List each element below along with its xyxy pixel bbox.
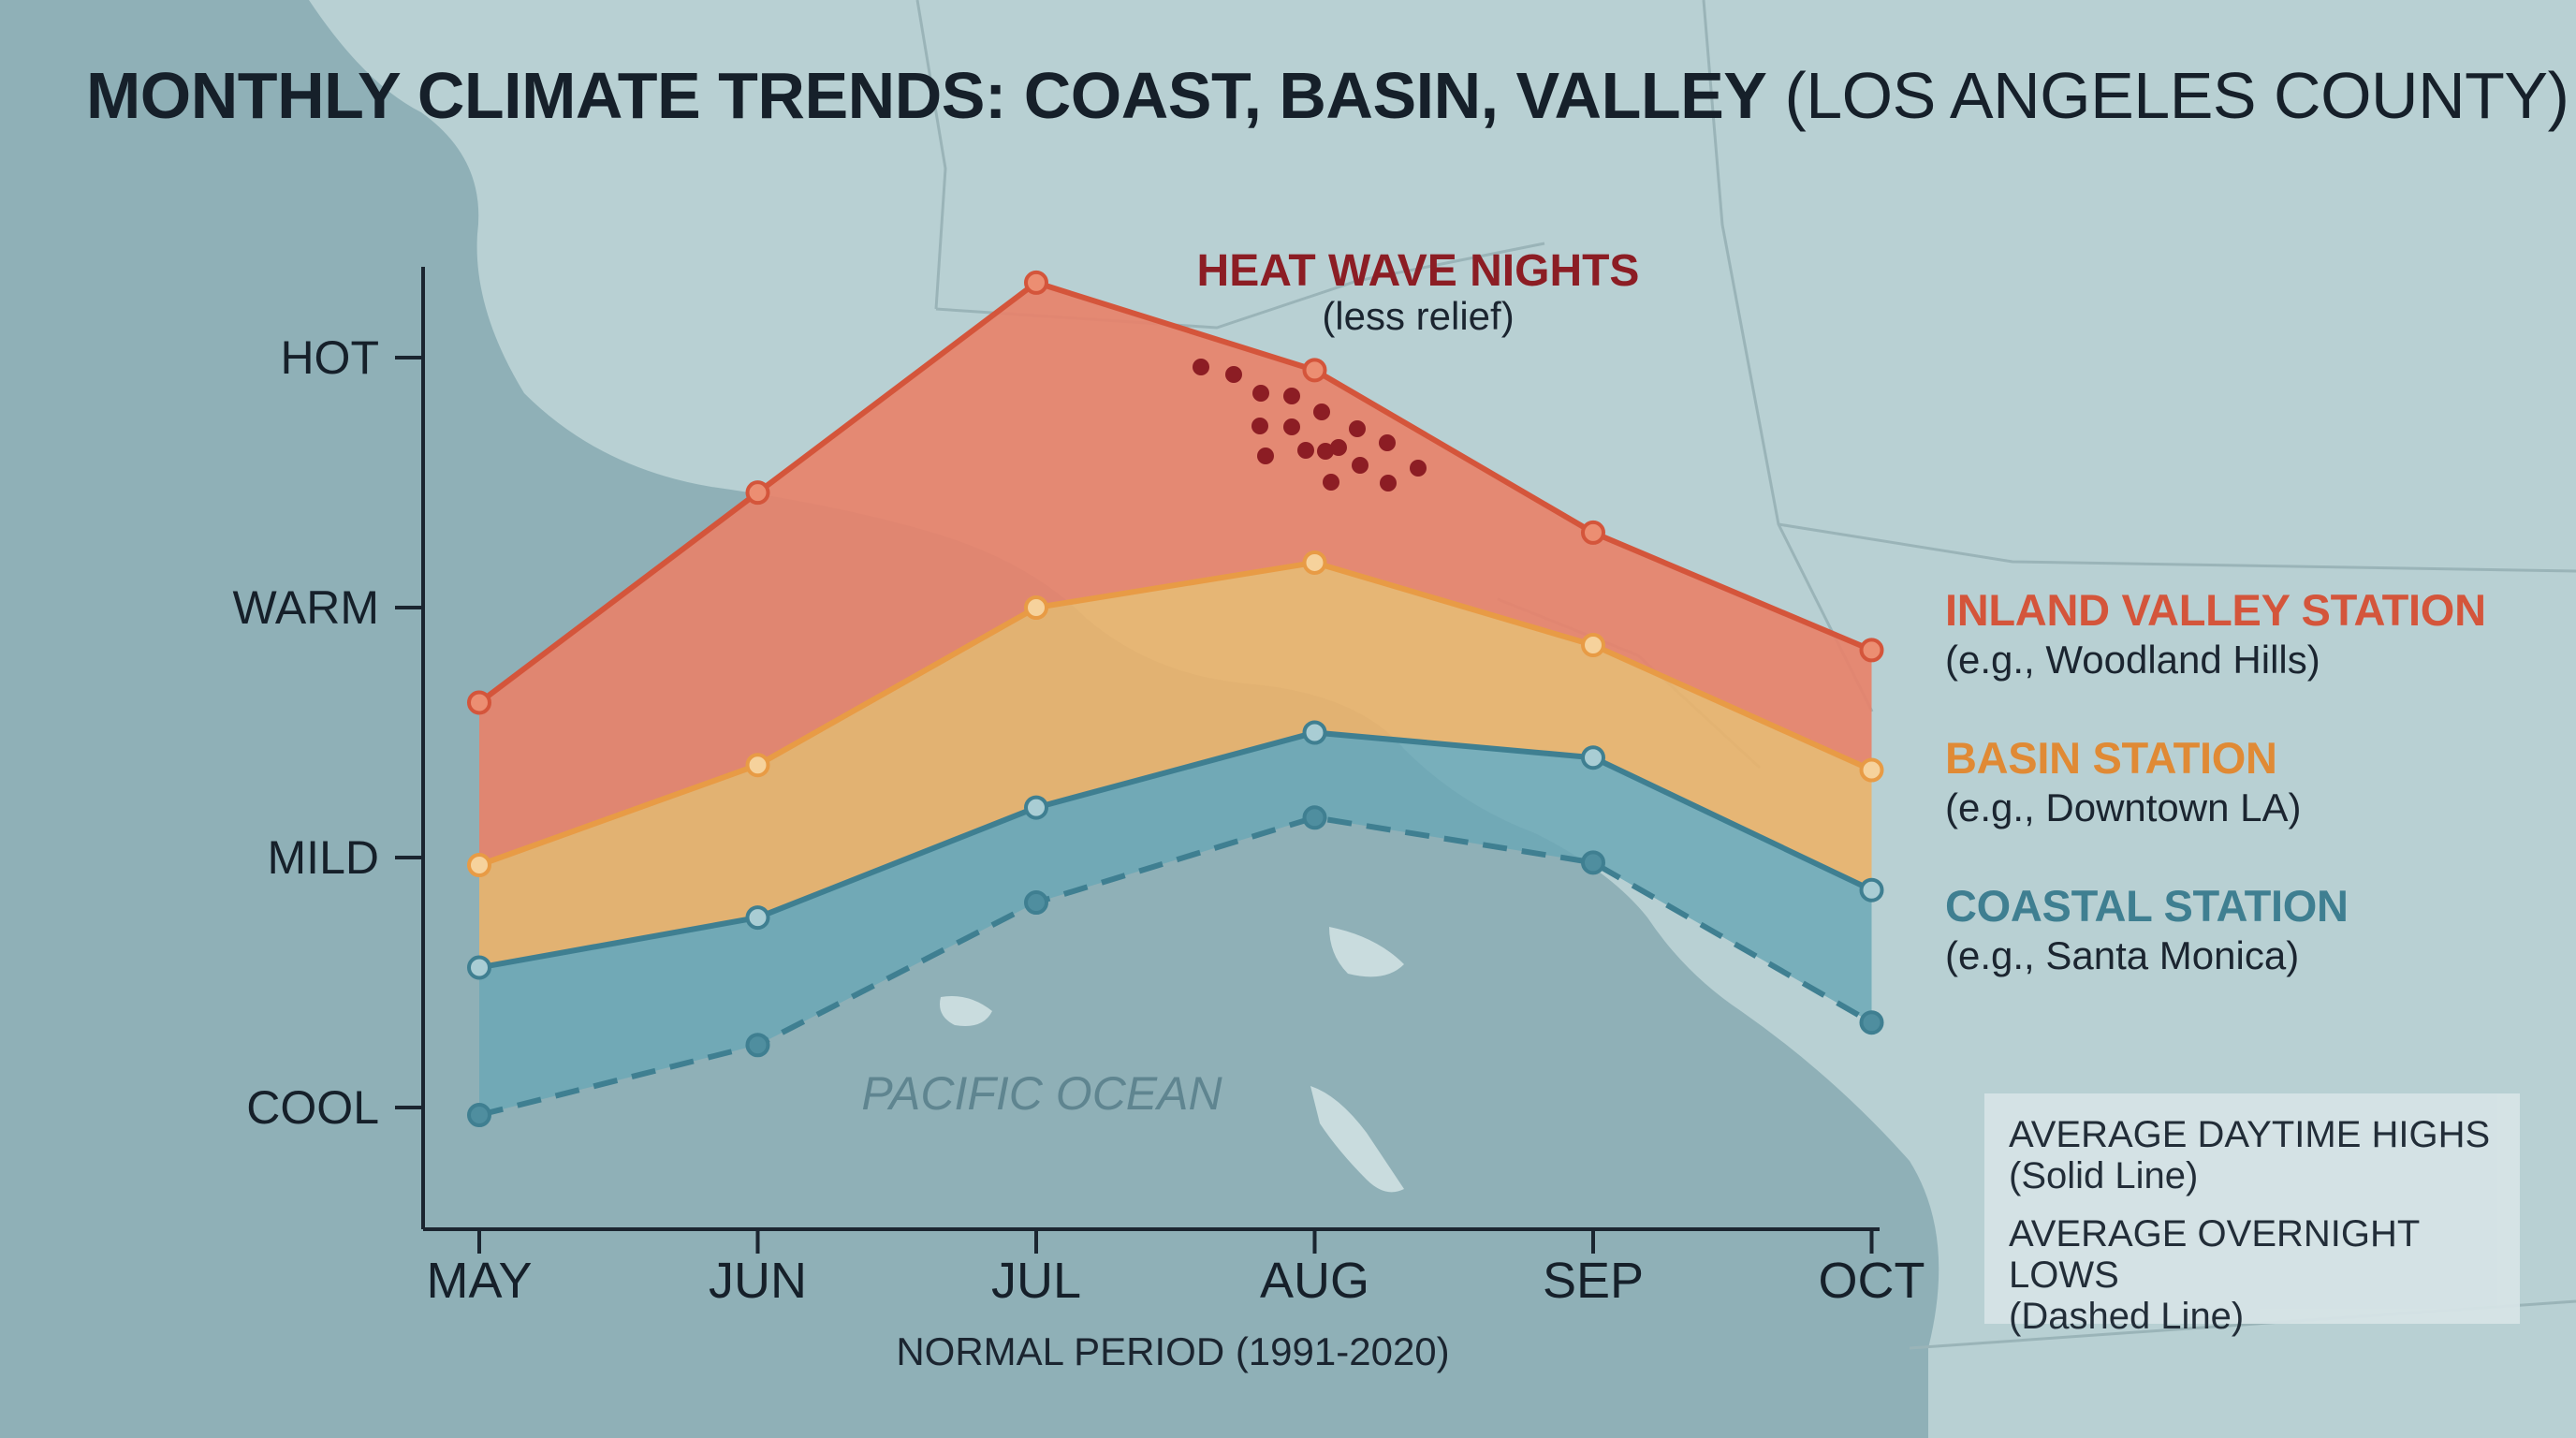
station-label-inland: INLAND VALLEY STATION (e.g., Woodland Hi… [1945, 584, 2486, 682]
legend-highs: AVERAGE DAYTIME HIGHS [2009, 1114, 2491, 1155]
basin-point [1581, 633, 1605, 658]
chart-text-labels: NORMAL PERIOD (1991-2020) HEAT WAVE NIGH… [861, 246, 1639, 1373]
station-example-inland: (e.g., Woodland Hills) [1945, 638, 2320, 682]
heat-dot [1297, 442, 1314, 459]
chart-axes: COOL MILD WARM HOT MAY JUN JUL AUG SEP OCT [233, 267, 1925, 1309]
heat-dot [1349, 420, 1366, 437]
coastal-point [1859, 877, 1884, 902]
inland-point [1024, 270, 1048, 295]
heat-dot [1251, 418, 1268, 434]
basin-point [1859, 757, 1884, 783]
heat-dot [1193, 359, 1209, 375]
heat-wave-dots [1193, 359, 1427, 492]
x-tick-label: SEP [1543, 1253, 1644, 1309]
island-2 [1329, 927, 1404, 977]
y-tick-label: WARM [233, 581, 379, 634]
heat-dot [1257, 448, 1274, 464]
island-3 [940, 996, 992, 1026]
overnight-lows-point [1581, 850, 1605, 875]
heat-dot [1410, 460, 1427, 477]
basin-point [1302, 550, 1327, 575]
y-tick-label: COOL [246, 1081, 379, 1134]
basin-line [477, 559, 1873, 868]
inland-point [745, 480, 770, 506]
inland-line [477, 279, 1873, 705]
overnight-lows-point [745, 1033, 770, 1058]
line-style-legend: AVERAGE DAYTIME HIGHS (Solid Line) AVERA… [1984, 1093, 2520, 1337]
basin-point [467, 853, 491, 878]
annotation-title: HEAT WAVE NIGHTS [1197, 246, 1640, 296]
ocean-label: PACIFIC OCEAN [861, 1067, 1222, 1120]
basin-point [1024, 595, 1048, 620]
station-example-basin: (e.g., Downtown LA) [1945, 785, 2302, 829]
chart-points [467, 270, 1884, 1128]
title-main: MONTHLY CLIMATE TRENDS: COAST, BASIN, VA… [86, 59, 1767, 132]
heat-dot [1330, 439, 1347, 456]
overnight-lows-point [1024, 890, 1048, 916]
overnight-lows-point [467, 1103, 491, 1128]
coastal-point [1302, 720, 1327, 745]
coastal-band [479, 732, 1872, 1116]
x-tick-label: MAY [426, 1253, 532, 1309]
title-sub: (LOS ANGELES COUNTY) [1784, 59, 2569, 132]
x-axis-title: NORMAL PERIOD (1991-2020) [896, 1329, 1449, 1373]
station-name-coastal: COASTAL STATION [1945, 881, 2349, 931]
x-tick-label: JUN [709, 1253, 807, 1309]
legend-lows: AVERAGE OVERNIGHT LOWS [2009, 1213, 2420, 1296]
annotation-subtitle: (less relief) [1322, 294, 1514, 338]
chart-series-lines [477, 279, 1873, 1118]
coastal-point [745, 905, 770, 931]
heat-dot [1283, 418, 1300, 435]
coastal-point [1024, 795, 1048, 820]
heat-dot [1313, 404, 1330, 420]
page-title: MONTHLY CLIMATE TRENDS: COAST, BASIN, VA… [86, 58, 2569, 133]
station-example-coastal: (e.g., Santa Monica) [1945, 933, 2300, 977]
heat-dot [1352, 457, 1368, 474]
overnight-lows-point [1302, 805, 1327, 830]
chart-areas [479, 282, 1872, 1116]
heat-dot [1379, 434, 1396, 451]
station-name-inland: INLAND VALLEY STATION [1945, 585, 2486, 635]
inland-point [467, 690, 491, 715]
heat-dot [1283, 388, 1300, 404]
inland-point [1302, 358, 1327, 383]
coastal-line [478, 729, 1873, 971]
map-border-lines [915, 0, 2576, 1350]
x-tick-label: OCT [1819, 1253, 1925, 1309]
inland-point [1581, 520, 1605, 545]
heat-dot [1225, 366, 1242, 383]
heat-dot [1317, 443, 1334, 460]
inland-point [1859, 638, 1884, 663]
legend-highs-style: (Solid Line) [2009, 1155, 2199, 1196]
station-label-basin: BASIN STATION (e.g., Downtown LA) [1945, 732, 2302, 830]
overnight-lows-line [478, 814, 1873, 1118]
heat-dot [1323, 474, 1339, 491]
station-name-basin: BASIN STATION [1945, 733, 2277, 783]
station-label-coastal: COASTAL STATION (e.g., Santa Monica) [1945, 880, 2349, 978]
overnight-lows-point [1859, 1010, 1884, 1035]
legend-lows-style: (Dashed Line) [2009, 1296, 2245, 1337]
basin-point [745, 753, 770, 778]
heat-dot [1252, 385, 1269, 402]
coastal-point [467, 955, 491, 980]
y-tick-label: MILD [268, 831, 379, 884]
inland-band [479, 282, 1872, 866]
coastal-point [1581, 745, 1605, 770]
x-tick-label: AUG [1260, 1253, 1369, 1309]
y-tick-label: HOT [280, 331, 379, 384]
island-1 [1310, 1086, 1404, 1193]
heat-dot [1380, 475, 1397, 492]
x-tick-label: JUL [991, 1253, 1081, 1309]
basin-band [479, 562, 1872, 968]
